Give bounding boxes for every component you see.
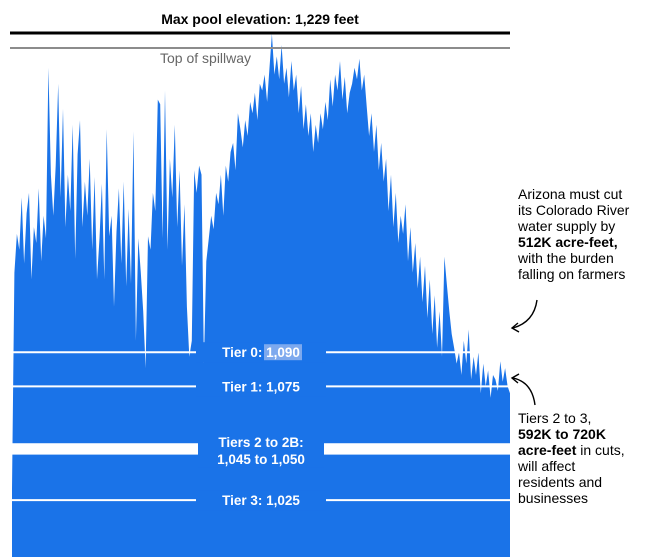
arizona-annotation-tail: with the burden falling on farmers [518, 250, 626, 282]
tiers23-arrowhead [510, 373, 520, 384]
tiers23-annotation-text: Tiers 2 to 3, [518, 410, 592, 426]
spillway-label: Top of spillway [160, 50, 251, 66]
tier2-label-line1: Tiers 2 to 2B: [218, 435, 303, 450]
tier3-label-bg [196, 490, 326, 511]
tier0-value-highlight [264, 344, 302, 361]
tier-bands [0, 342, 512, 511]
reference-lines: Max pool elevation: 1,229 feet Top of spi… [10, 11, 510, 66]
tier1-label: Tier 1: 1,075 [222, 379, 300, 394]
max_pool-label: Max pool elevation: 1,229 feet [161, 11, 359, 27]
tier1-label-bg [196, 376, 326, 397]
arizona-annotation-text: Arizona must cut its Colorado River wate… [518, 186, 630, 234]
tiers23-arrow [512, 377, 536, 406]
elevation-area [12, 33, 510, 557]
tiers23-annotation-bold: 592K to 720K acre-feet [518, 426, 606, 458]
arizona-arrowhead [510, 322, 520, 333]
arizona-annotation-bold: 512K acre-feet, [518, 234, 618, 250]
tier3-label: Tier 3: 1,025 [222, 493, 300, 508]
tier-labels: Tier 0: 1,090 Tier 1: 1,075 Tiers 2 to 2B:… [217, 345, 305, 508]
tier0-label: Tier 0: 1,090 [222, 345, 300, 360]
arizona-annotation: Arizona must cut its Colorado River wate… [518, 186, 638, 282]
tiers23-annotation-tail: in cuts, will affect residents and busin… [518, 442, 625, 506]
elevation-area-group [12, 33, 510, 557]
tier2-label-bg [198, 433, 324, 468]
tier0-value: 1,090 [266, 345, 300, 360]
arizona-arrow [512, 299, 538, 329]
tiers23-annotation: Tiers 2 to 3, 592K to 720K acre-feet in … [518, 410, 626, 506]
tier2-label-line2: 1,045 to 1,050 [217, 452, 305, 467]
